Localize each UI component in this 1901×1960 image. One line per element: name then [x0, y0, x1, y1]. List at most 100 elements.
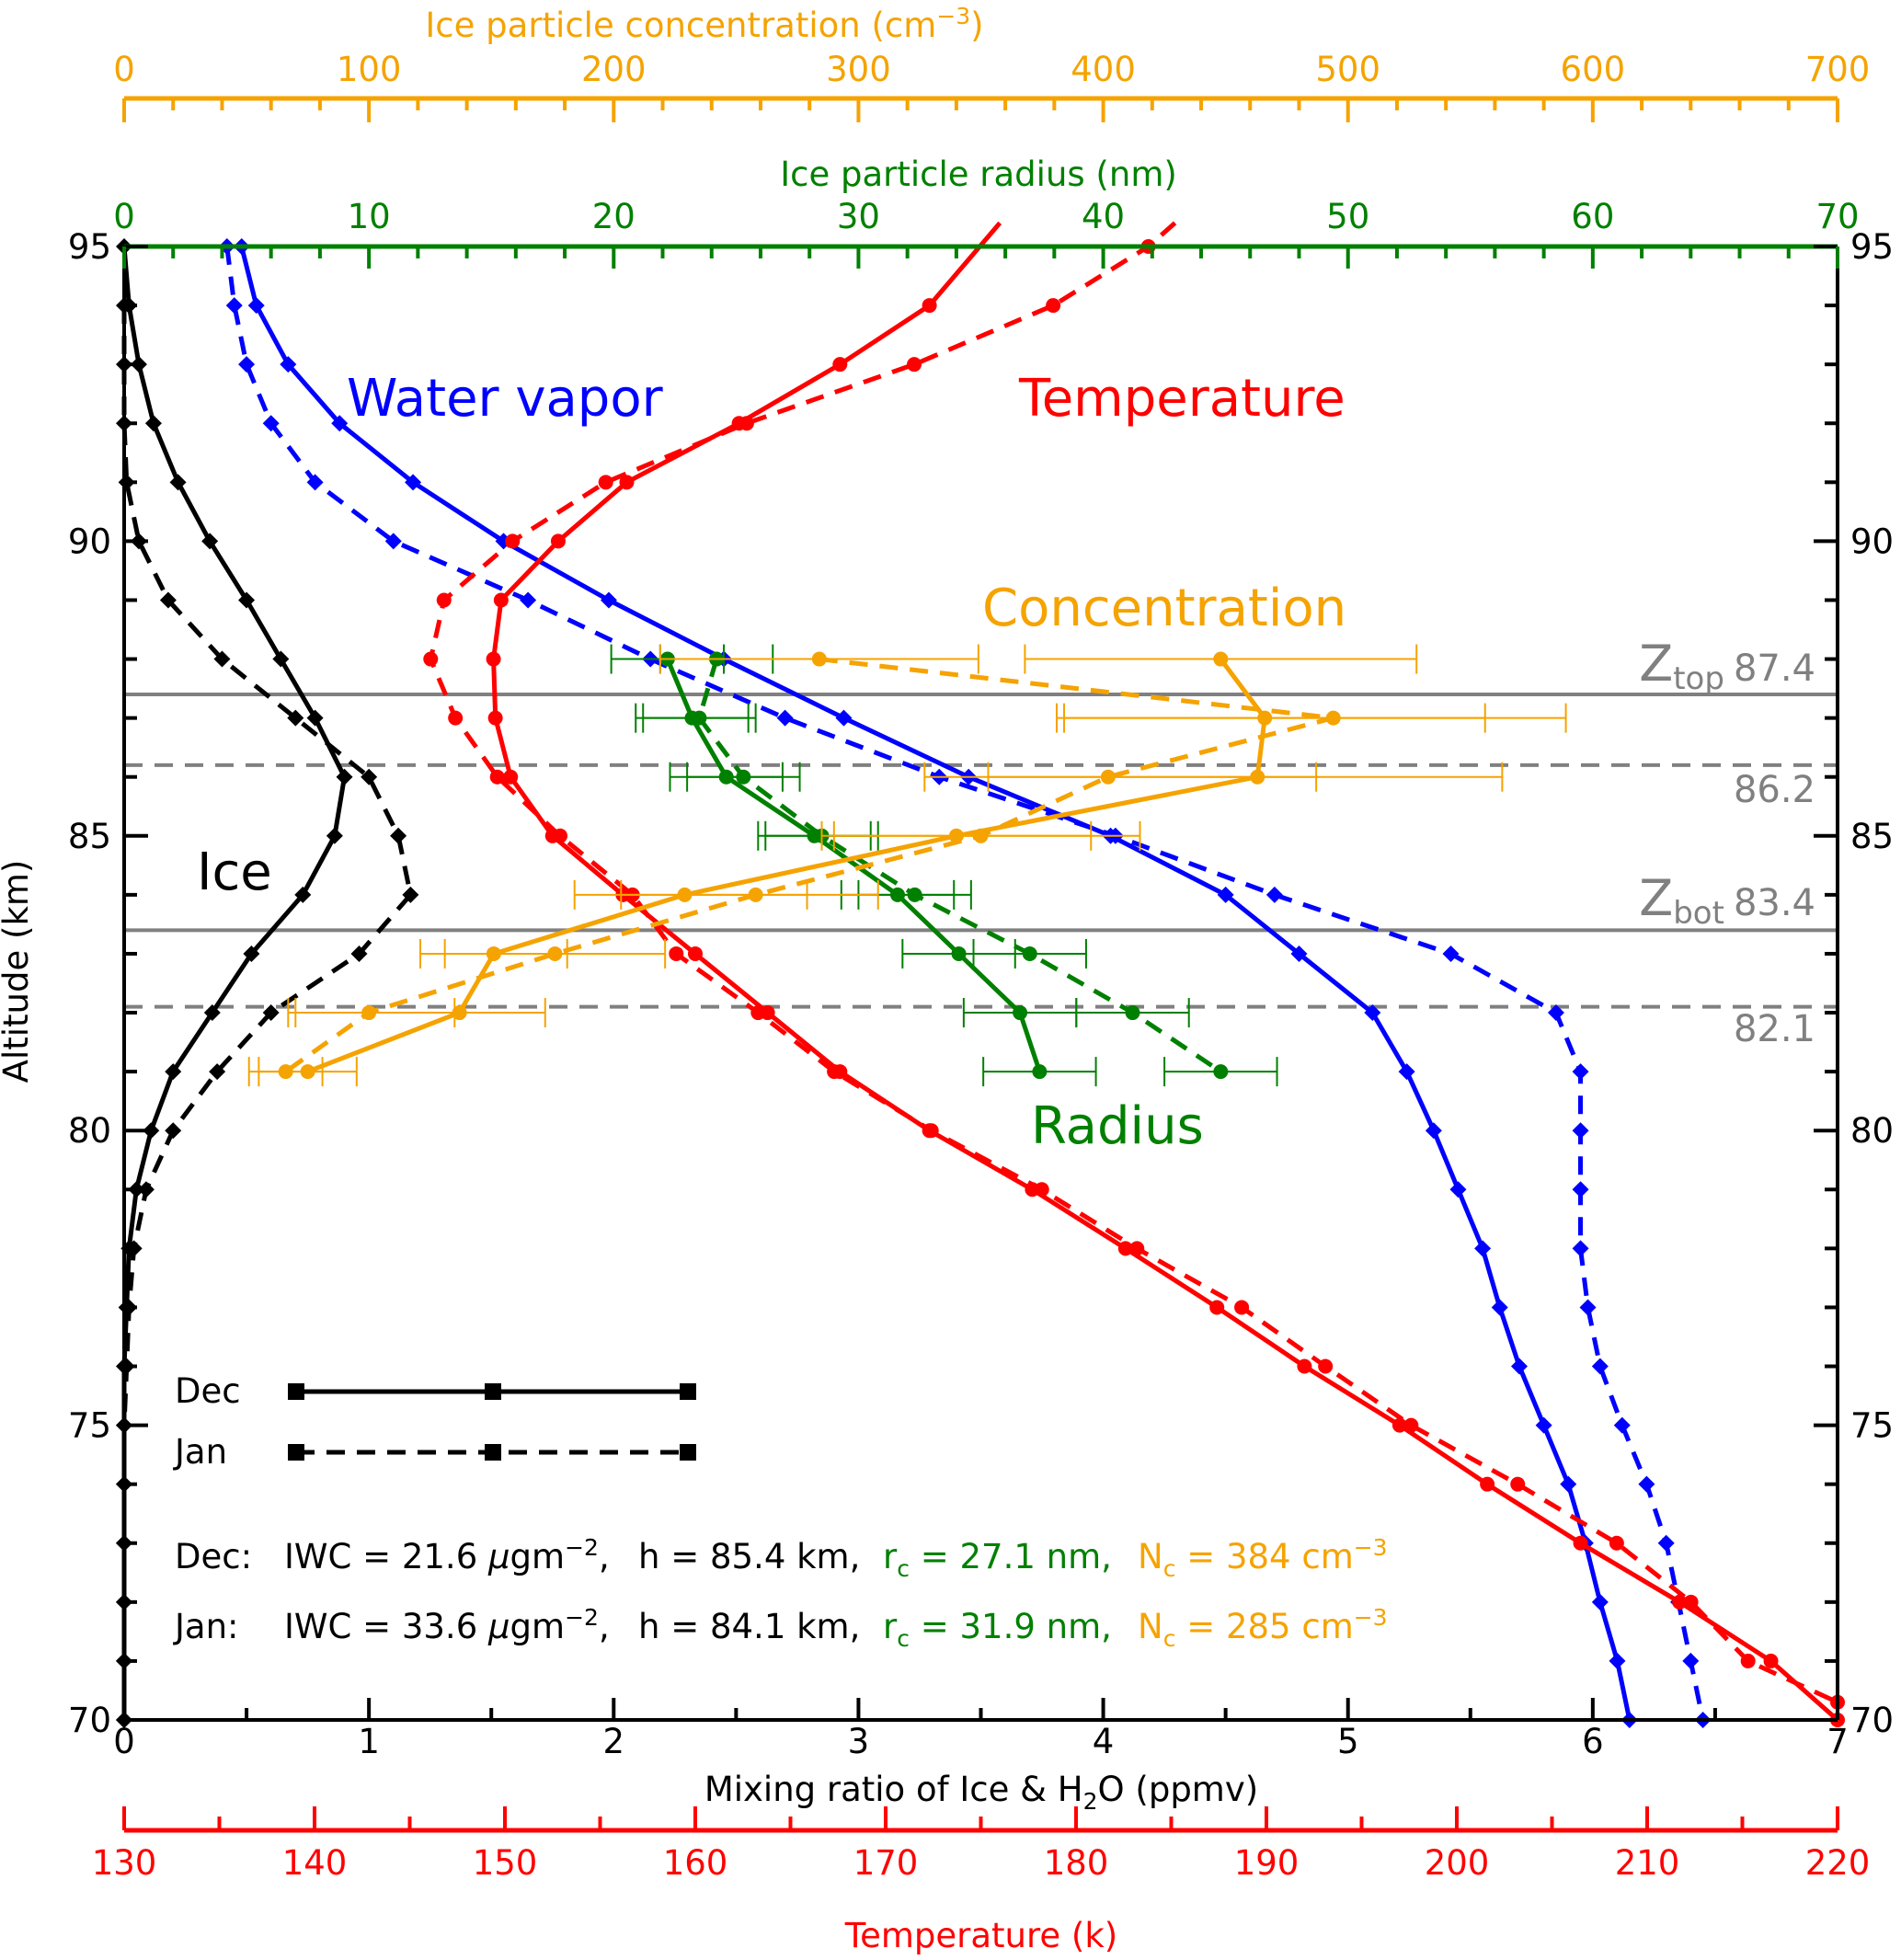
data-series [116, 221, 1845, 1728]
radius-tick-label: 0 [113, 197, 135, 236]
stats-jan-rc-post: = 31.9 nm, [910, 1607, 1112, 1646]
data-point [326, 827, 343, 844]
legend-marker-dec-1 [288, 1383, 304, 1400]
stats-dec-iwc-pre: IWC = 21.6 [284, 1537, 488, 1576]
data-point [1572, 1063, 1589, 1081]
data-point [405, 474, 422, 491]
data-point [436, 592, 452, 608]
data-point [736, 769, 751, 785]
y-tick-label-right: 85 [1850, 817, 1894, 856]
y-tick-label-left: 90 [68, 522, 111, 561]
stats-jan: Jan: IWC = 33.6 μgm−2, h = 84.1 km, rc =… [173, 1604, 1388, 1652]
stats-jan-nc: Nc = 285 cm−3 [1138, 1604, 1388, 1652]
data-point [487, 710, 503, 726]
data-point [336, 768, 353, 785]
data-point [973, 828, 989, 843]
stats-jan-h: h = 84.1 km, [638, 1607, 860, 1646]
temperature-tick-label: 180 [1044, 1843, 1109, 1883]
data-point [832, 357, 848, 373]
legend-label-dec: Dec [175, 1371, 241, 1411]
data-point [1318, 1358, 1334, 1374]
legend-marker-jan-2 [485, 1444, 501, 1461]
radius-tick-label: 40 [1082, 197, 1125, 236]
top-axis-title-concentration: Ice particle concentration (cm−3) [425, 3, 983, 45]
data-point [1100, 769, 1116, 785]
data-point [598, 475, 613, 490]
data-point [1234, 1300, 1250, 1315]
y-axis-title: Altitude (km) [0, 860, 36, 1083]
mixing-tick-label: 3 [848, 1722, 870, 1761]
zbot-label: Zbot 83.4 [1639, 869, 1815, 932]
stats-jan-rc-main: r [883, 1607, 898, 1646]
annotation-temperature: Temperature [1018, 369, 1346, 429]
data-point [1672, 1594, 1688, 1610]
data-point [739, 416, 754, 431]
radius-tick-label: 70 [1815, 197, 1859, 236]
data-point [1491, 1299, 1508, 1316]
data-point [1022, 946, 1037, 961]
data-point [951, 946, 967, 961]
temperature-tick-label: 200 [1425, 1843, 1490, 1883]
data-point [272, 650, 290, 668]
data-point [390, 827, 407, 844]
data-point [1638, 1475, 1655, 1493]
data-point [1213, 651, 1229, 667]
y-tick-label-right: 90 [1850, 522, 1894, 561]
data-point [1474, 1240, 1492, 1257]
stats-dec-nc-sub: c [1163, 1555, 1176, 1582]
stats-dec-nc-sup: −3 [1354, 1534, 1388, 1561]
stats-dec-month: Dec: [175, 1537, 252, 1576]
concentration-tick-label: 700 [1805, 50, 1871, 89]
data-point [280, 356, 297, 373]
data-point [243, 945, 260, 962]
data-point [1572, 1181, 1589, 1198]
stats-dec-rc-main: r [883, 1537, 898, 1576]
ref-label-86-2: 86.2 [1734, 769, 1815, 811]
data-point [669, 946, 684, 961]
series-t_jan [423, 221, 1845, 1710]
data-point [1125, 1005, 1140, 1021]
temperature-tick-label: 170 [853, 1843, 919, 1883]
data-point [922, 298, 937, 314]
y-tick-label-right: 75 [1850, 1406, 1894, 1446]
data-point [835, 709, 853, 727]
data-point [331, 415, 349, 432]
y-tick-label-left: 70 [68, 1701, 111, 1740]
concentration-tick-label: 200 [581, 50, 647, 89]
data-point [1682, 1652, 1700, 1669]
data-point [1449, 1181, 1467, 1198]
data-point [486, 651, 501, 667]
radius-tick-label: 20 [592, 197, 636, 236]
data-point [402, 886, 419, 903]
data-point [748, 887, 763, 902]
data-point [213, 650, 231, 668]
zbot-label-value: 83.4 [1734, 882, 1815, 924]
y-tick-label-left: 85 [68, 817, 111, 856]
series-line [224, 246, 1706, 1721]
zbot-label-sub: bot [1673, 895, 1724, 932]
data-point [278, 1064, 293, 1080]
data-point [1657, 1534, 1675, 1552]
data-point [1398, 1063, 1415, 1081]
data-point [1442, 945, 1460, 962]
series-line [284, 657, 1336, 1074]
data-point [262, 415, 280, 432]
data-point [1217, 886, 1234, 903]
data-point [1117, 1241, 1133, 1256]
stats-jan-nc-sup: −3 [1354, 1604, 1388, 1631]
y-tick-label-left: 75 [68, 1406, 111, 1446]
data-point [1297, 1358, 1312, 1374]
stats-dec-iwc-sup: −2 [565, 1534, 599, 1561]
temperature-tick-label: 220 [1805, 1843, 1871, 1883]
legend-marker-dec-2 [485, 1383, 501, 1400]
data-point [1609, 1535, 1624, 1551]
stats-dec-rc-sub: c [897, 1555, 910, 1582]
ztop-label-value: 87.4 [1734, 648, 1815, 690]
data-point [159, 591, 177, 609]
data-point [294, 886, 312, 903]
data-point [619, 475, 635, 490]
data-point [550, 533, 566, 549]
concentration-tick-label: 500 [1315, 50, 1380, 89]
data-point [1683, 1594, 1699, 1610]
